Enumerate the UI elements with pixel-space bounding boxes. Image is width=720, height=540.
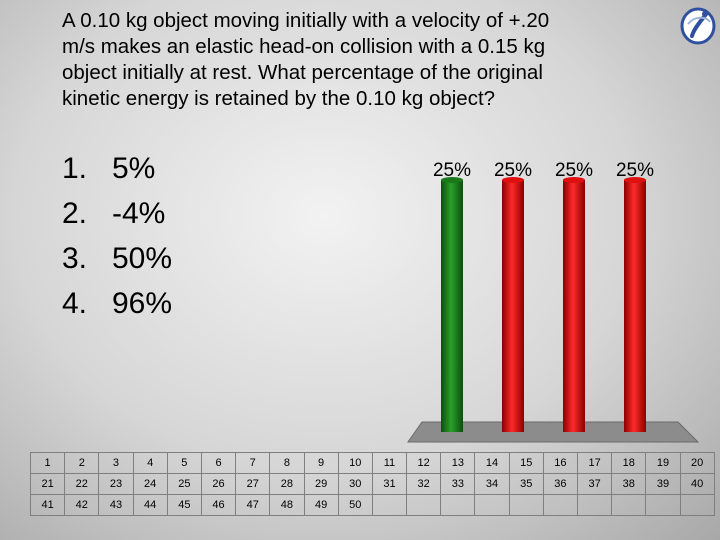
keypad-cell: 45 (166, 494, 202, 516)
answer-number: 4. (62, 287, 88, 320)
bar-cap-3 (563, 177, 585, 183)
keypad-cell: 36 (542, 473, 579, 495)
keypad-cell: 49 (303, 494, 339, 516)
keypad-cell: 33 (440, 473, 476, 495)
keypad-cell: 7 (235, 452, 271, 474)
keypad-row: 1 2 3 4 5 6 7 8 9 10 11 12 13 14 15 16 17 18 19 20 (29, 452, 715, 474)
keypad-cell: 41 (29, 494, 66, 516)
keypad-cell: 26 (200, 473, 237, 495)
keypad-cell: 39 (645, 473, 681, 495)
keypad-cell: 21 (29, 473, 66, 495)
keypad-cell-empty (474, 494, 510, 516)
keypad-cell: 14 (474, 452, 510, 474)
question-text: A 0.10 kg object moving initially with a… (62, 8, 662, 112)
keypad-cell-empty (542, 494, 579, 516)
question-line: A 0.10 kg object moving initially with a… (62, 9, 550, 32)
keypad-cell: 15 (508, 452, 544, 474)
bar-value-label: 25% (494, 160, 532, 181)
keypad-cell: 50 (337, 494, 373, 516)
keypad-cell: 9 (303, 452, 339, 474)
bar-4 (624, 180, 646, 432)
answer-text: -4% (112, 197, 166, 230)
keypad-cell: 23 (98, 473, 134, 495)
keypad-row: 41 42 43 44 45 46 47 48 49 50 (29, 494, 715, 516)
answer-text: 50% (112, 242, 173, 275)
keypad-cell: 31 (371, 473, 408, 495)
keypad-cell-empty (576, 494, 613, 516)
question-line: m/s makes an elastic head-on collision w… (62, 35, 546, 58)
answer-number: 1. (62, 152, 88, 185)
keypad-cell: 13 (440, 452, 476, 474)
keypad-cell: 34 (474, 473, 510, 495)
keypad-cell-empty (440, 494, 476, 516)
keypad-cell: 20 (679, 452, 715, 474)
answer-number: 2. (62, 197, 88, 230)
keypad-cell: 19 (645, 452, 681, 474)
bar-value-label: 25% (555, 160, 593, 181)
keypad-row: 21 22 23 24 25 26 27 28 29 30 31 32 33 34 35 36 37 38 39 40 (29, 473, 715, 495)
keypad-cell: 30 (337, 473, 373, 495)
bar-1 (441, 180, 463, 432)
keypad-cell: 38 (611, 473, 647, 495)
question-line: object initially at rest. What percentag… (62, 61, 543, 84)
keypad-cell: 25 (166, 473, 202, 495)
bar-value-label: 25% (433, 160, 471, 181)
question-line: kinetic energy is retained by the 0.10 k… (62, 87, 496, 110)
bar-cap-4 (624, 177, 646, 183)
keypad-cell: 42 (64, 494, 100, 516)
keypad-cell: 12 (406, 452, 442, 474)
bar-2 (502, 180, 524, 432)
keypad-cell-empty (645, 494, 681, 516)
keypad-cell: 1 (29, 452, 66, 474)
keypad-cell: 43 (98, 494, 134, 516)
answer-option-3[interactable]: 3. 50% (62, 236, 172, 281)
answer-option-4[interactable]: 4. 96% (62, 281, 172, 326)
keypad-cell: 37 (576, 473, 613, 495)
keypad-cell: 29 (303, 473, 339, 495)
keypad-cell: 18 (611, 452, 647, 474)
answer-option-2[interactable]: 2. -4% (62, 191, 172, 236)
answer-text: 96% (112, 287, 173, 320)
response-bar-chart: 25%125%225%325%4 (407, 160, 700, 443)
keypad-cell-empty (679, 494, 715, 516)
keypad-cell: 22 (64, 473, 100, 495)
bar-value-label: 25% (616, 160, 654, 181)
answer-option-1[interactable]: 1. 5% (62, 146, 172, 191)
keypad-grid: 1 2 3 4 5 6 7 8 9 10 11 12 13 14 15 16 17 18 19 20 21 22 23 24 2… (29, 452, 715, 516)
keypad-cell: 3 (98, 452, 134, 474)
i-clicker-logo-icon (680, 7, 716, 45)
keypad-cell: 11 (371, 452, 408, 474)
keypad-cell-empty (508, 494, 544, 516)
keypad-cell: 47 (235, 494, 271, 516)
keypad-cell: 17 (576, 452, 613, 474)
bar-3 (563, 180, 585, 432)
keypad-cell-empty (371, 494, 408, 516)
keypad-cell: 8 (269, 452, 305, 474)
keypad-cell: 44 (132, 494, 168, 516)
keypad-cell: 16 (542, 452, 579, 474)
keypad-cell-empty (611, 494, 647, 516)
keypad-cell: 48 (269, 494, 305, 516)
answer-text: 5% (112, 152, 156, 185)
keypad-cell-empty (406, 494, 442, 516)
keypad-cell: 5 (166, 452, 202, 474)
bar-cap-1 (441, 177, 463, 183)
bar-cap-2 (502, 177, 524, 183)
answer-number: 3. (62, 242, 88, 275)
keypad-cell: 2 (64, 452, 100, 474)
keypad-cell: 6 (200, 452, 237, 474)
keypad-cell: 4 (132, 452, 168, 474)
keypad-cell: 10 (337, 452, 373, 474)
answer-list: 1. 5% 2. -4% 3. 50% 4. 96% (62, 146, 172, 326)
keypad-cell: 24 (132, 473, 168, 495)
keypad-cell: 32 (406, 473, 442, 495)
keypad-cell: 28 (269, 473, 305, 495)
keypad-cell: 35 (508, 473, 544, 495)
keypad-cell: 46 (200, 494, 237, 516)
keypad-cell: 40 (679, 473, 715, 495)
keypad-cell: 27 (235, 473, 271, 495)
